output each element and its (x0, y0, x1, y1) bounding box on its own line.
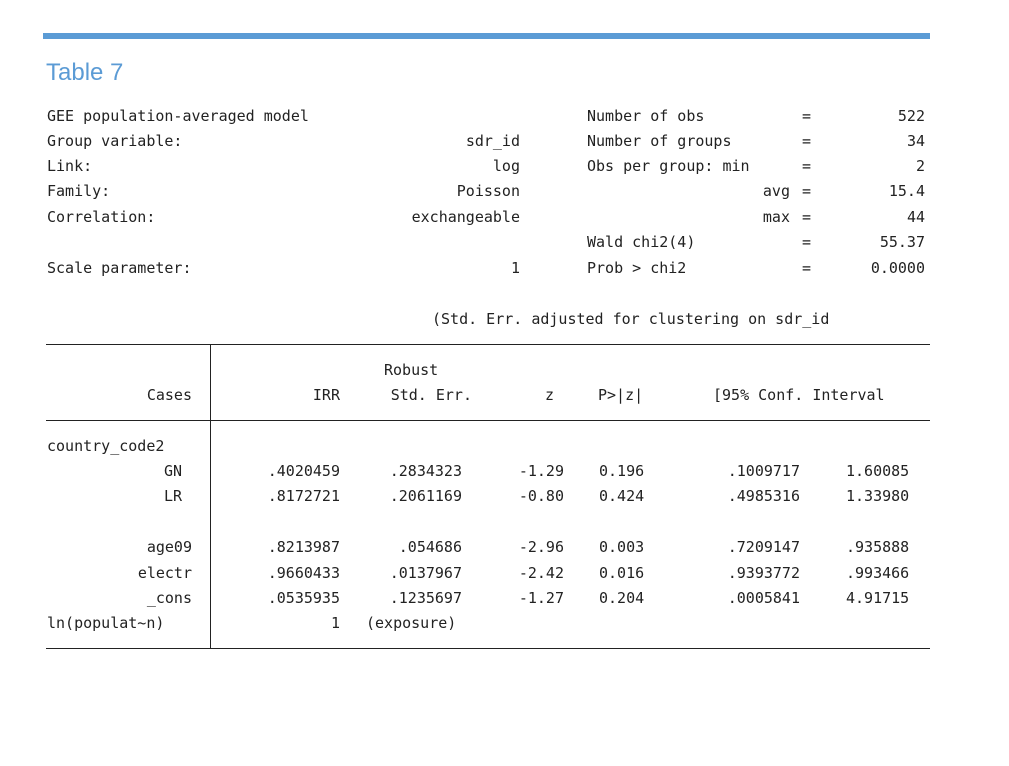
clustering-note: (Std. Err. adjusted for clustering on sd… (432, 310, 830, 328)
group-variable-label: Group variable: (47, 132, 183, 150)
table-header-rule (46, 420, 930, 421)
row-gn-irr: .4020459 (267, 462, 340, 480)
col-header-p: P>|z| (598, 386, 644, 404)
row-cons-se: .1235697 (389, 589, 462, 607)
row-electr-ci-high: .993466 (846, 564, 910, 582)
number-of-groups-value: 34 (906, 132, 925, 150)
row-cons-name: _cons (146, 589, 192, 607)
row-electr-z: -2.42 (518, 564, 564, 582)
obs-per-group-min-eq: = (802, 157, 812, 175)
obs-per-group-min-label: Obs per group: min (587, 157, 750, 175)
group-label-country-code: country_code2 (47, 437, 165, 455)
wald-chi2-label: Wald chi2(4) (587, 233, 696, 251)
obs-per-group-max-value: 44 (906, 208, 925, 226)
row-cons-p: 0.204 (599, 589, 645, 607)
col-header-irr: IRR (312, 386, 340, 404)
family-value: Poisson (456, 182, 520, 200)
model-type-label: GEE population-averaged model (47, 107, 309, 125)
row-gn-ci-high: 1.60085 (846, 462, 910, 480)
row-age09-name: age09 (146, 538, 192, 556)
number-of-obs-eq: = (802, 107, 812, 125)
row-lr-name: LR (163, 487, 182, 505)
scale-parameter-label: Scale parameter: (47, 259, 192, 277)
correlation-label: Correlation: (47, 208, 156, 226)
row-electr-p: 0.016 (599, 564, 645, 582)
table-top-rule (46, 344, 930, 345)
col-header-conf-interval: [95% Conf. Interval (713, 386, 885, 404)
row-cons-ci-low: .0005841 (727, 589, 800, 607)
title-accent-rule (43, 33, 930, 39)
row-age09-ci-high: .935888 (846, 538, 910, 556)
prob-chi2-eq: = (802, 259, 812, 277)
row-lr-irr: .8172721 (267, 487, 340, 505)
col-header-z: z (544, 386, 554, 404)
row-gn-name: GN (163, 462, 182, 480)
obs-per-group-max-label: max (762, 208, 790, 226)
number-of-groups-label: Number of groups (587, 132, 732, 150)
row-electr-irr: .9660433 (267, 564, 340, 582)
group-variable-value: sdr_id (465, 132, 520, 150)
family-label: Family: (47, 182, 111, 200)
row-gn-p: 0.196 (599, 462, 645, 480)
row-lr-p: 0.424 (599, 487, 645, 505)
row-gn-z: -1.29 (518, 462, 564, 480)
row-lr-ci-low: .4985316 (727, 487, 800, 505)
obs-per-group-avg-value: 15.4 (888, 182, 925, 200)
prob-chi2-value: 0.0000 (870, 259, 925, 277)
row-age09-se: .054686 (398, 538, 462, 556)
row-gn-ci-low: .1009717 (727, 462, 800, 480)
wald-chi2-eq: = (802, 233, 812, 251)
slide-title: Table 7 (46, 59, 124, 86)
row-electr-se: .0137967 (389, 564, 462, 582)
row-cons-z: -1.27 (518, 589, 564, 607)
row-exposure-irr: 1 (330, 614, 340, 632)
table-bottom-rule (46, 648, 930, 649)
row-cons-ci-high: 4.91715 (846, 589, 910, 607)
row-lr-se: .2061169 (389, 487, 462, 505)
row-gn-se: .2834323 (389, 462, 462, 480)
number-of-obs-value: 522 (897, 107, 925, 125)
row-age09-ci-low: .7209147 (727, 538, 800, 556)
prob-chi2-label: Prob > chi2 (587, 259, 687, 277)
obs-per-group-min-value: 2 (915, 157, 925, 175)
scale-parameter-value: 1 (510, 259, 520, 277)
row-cons-irr: .0535935 (267, 589, 340, 607)
row-exposure-se: (exposure) (366, 614, 457, 632)
number-of-groups-eq: = (802, 132, 812, 150)
col-header-cases: Cases (146, 386, 192, 404)
table-column-divider (210, 345, 211, 649)
obs-per-group-avg-label: avg (762, 182, 790, 200)
obs-per-group-avg-eq: = (802, 182, 812, 200)
row-lr-z: -0.80 (518, 487, 564, 505)
link-value: log (492, 157, 520, 175)
number-of-obs-label: Number of obs (587, 107, 705, 125)
link-label: Link: (47, 157, 93, 175)
row-electr-name: electr (137, 564, 192, 582)
robust-header: Robust (384, 361, 439, 379)
row-exposure-name: ln(populat~n) (47, 614, 165, 632)
col-header-std-err: Std. Err. (390, 386, 472, 404)
row-age09-z: -2.96 (518, 538, 564, 556)
wald-chi2-value: 55.37 (879, 233, 925, 251)
row-electr-ci-low: .9393772 (727, 564, 800, 582)
row-lr-ci-high: 1.33980 (846, 487, 910, 505)
row-age09-p: 0.003 (599, 538, 645, 556)
obs-per-group-max-eq: = (802, 208, 812, 226)
regression-output: GEE population-averaged model Group vari… (46, 107, 930, 649)
correlation-value: exchangeable (411, 208, 520, 226)
row-age09-irr: .8213987 (267, 538, 340, 556)
